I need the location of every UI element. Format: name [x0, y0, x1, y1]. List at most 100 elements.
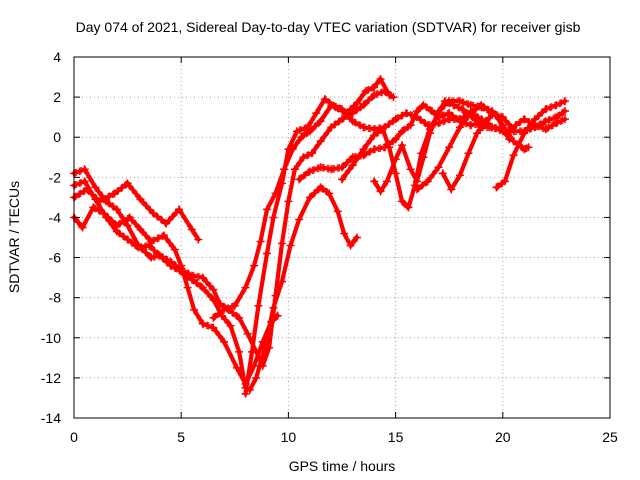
data-point: [112, 227, 121, 236]
data-point: [175, 205, 184, 214]
data-point: [316, 163, 325, 172]
data-point: [541, 117, 550, 126]
data-point: [307, 149, 316, 158]
data-point: [136, 225, 145, 234]
data-point: [250, 261, 259, 270]
data-point: [198, 273, 207, 282]
series-markers-upper: [298, 101, 510, 177]
data-point: [361, 87, 370, 96]
series-line: [71, 89, 396, 368]
data-point: [509, 137, 518, 146]
data-point: [190, 305, 199, 314]
data-point: [398, 197, 407, 206]
data-point: [370, 91, 379, 100]
data-point: [299, 153, 308, 162]
data-point: [187, 271, 196, 280]
y-tick-label: -10: [41, 330, 61, 346]
data-point: [389, 93, 398, 102]
data-point: [503, 129, 512, 138]
data-point: [258, 361, 267, 370]
chart-title: Day 074 of 2021, Sidereal Day-to-day VTE…: [76, 19, 581, 35]
data-point: [353, 99, 362, 108]
data-point: [136, 195, 145, 204]
series-markers-upper: [416, 101, 512, 187]
data-point: [370, 83, 379, 92]
series-sat-c: [70, 165, 362, 394]
data-point: [123, 235, 132, 244]
data-point: [220, 305, 229, 314]
data-point: [391, 169, 400, 178]
data-point: [198, 319, 207, 328]
x-tick-label: 20: [495, 429, 511, 445]
data-point: [125, 213, 134, 222]
data-point: [305, 193, 314, 202]
data-point: [241, 389, 250, 398]
plot-frame: [73, 56, 611, 419]
data-point: [385, 143, 394, 152]
data-point: [509, 151, 518, 160]
x-tick-label: 15: [388, 429, 404, 445]
data-point: [286, 241, 295, 250]
data-point: [327, 123, 336, 132]
x-axis-label: GPS time / hours: [289, 458, 396, 474]
data-point: [271, 291, 280, 300]
series-sat-d: [70, 87, 398, 371]
series-markers-upper: [73, 87, 394, 365]
data-point: [520, 115, 529, 124]
data-point: [348, 117, 357, 126]
data-point: [295, 175, 304, 184]
data-point: [162, 219, 171, 228]
data-point: [425, 129, 434, 138]
data-point: [316, 117, 325, 126]
data-point: [183, 283, 192, 292]
data-point: [552, 119, 561, 128]
data-point: [254, 301, 263, 310]
series-markers-lower: [416, 107, 512, 193]
data-point: [269, 213, 278, 222]
data-point: [230, 301, 239, 310]
y-tick-label: 2: [53, 89, 61, 105]
series-markers-lower: [298, 107, 510, 183]
data-point: [359, 145, 368, 154]
data-point: [378, 125, 387, 134]
data-point: [455, 171, 464, 180]
data-point: [464, 149, 473, 158]
data-point: [423, 177, 432, 186]
series-line: [414, 103, 514, 192]
data-point: [235, 347, 244, 356]
data-point: [316, 137, 325, 146]
data-point: [560, 115, 569, 124]
y-tick-label: -2: [49, 169, 62, 185]
data-point: [277, 239, 286, 248]
data-point: [147, 253, 156, 262]
data-point: [413, 185, 422, 194]
series-markers-lower: [73, 209, 279, 389]
data-point: [520, 145, 529, 154]
data-point: [500, 177, 509, 186]
data-point: [241, 283, 250, 292]
data-point: [320, 95, 329, 104]
data-point: [485, 123, 494, 132]
data-point: [295, 215, 304, 224]
data-point: [473, 129, 482, 138]
y-tick-label: -14: [41, 410, 61, 426]
data-point: [488, 111, 497, 120]
series-line: [71, 167, 360, 392]
data-point: [170, 245, 179, 254]
data-point: [194, 235, 203, 244]
data-point: [331, 103, 340, 112]
data-point: [520, 129, 529, 138]
series-markers-upper: [244, 74, 390, 391]
y-tick-label: 0: [53, 129, 61, 145]
data-point: [312, 109, 321, 118]
data-point: [209, 313, 218, 322]
x-tick-label: 10: [281, 429, 297, 445]
data-point: [166, 257, 175, 266]
data-point: [89, 203, 98, 212]
data-point: [406, 165, 415, 174]
data-point: [458, 105, 467, 114]
data-point: [541, 125, 550, 134]
series-markers-upper: [496, 97, 566, 185]
data-point: [333, 207, 342, 216]
data-point: [391, 155, 400, 164]
